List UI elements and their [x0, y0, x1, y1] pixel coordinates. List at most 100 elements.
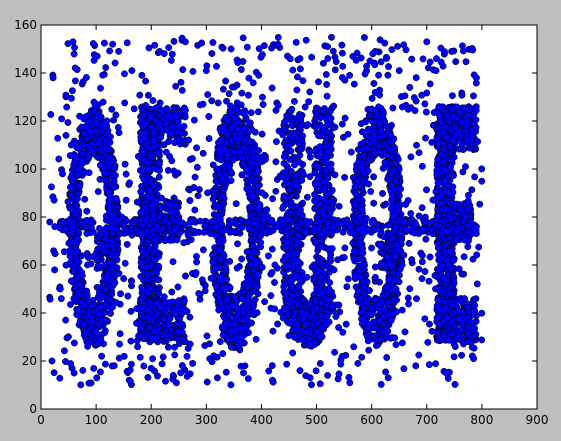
data-point	[102, 286, 110, 293]
data-point	[393, 241, 401, 249]
data-point	[221, 263, 229, 271]
data-point	[383, 253, 391, 261]
data-point	[212, 265, 220, 273]
data-point	[355, 239, 363, 247]
data-point	[158, 194, 166, 202]
data-point	[151, 242, 159, 250]
data-point	[441, 176, 449, 184]
data-point	[213, 282, 220, 290]
data-point	[83, 290, 91, 298]
data-point	[364, 125, 372, 133]
data-point	[216, 246, 224, 254]
data-point	[292, 308, 300, 316]
data-point	[447, 247, 455, 255]
data-point	[94, 262, 102, 270]
data-point	[72, 240, 80, 248]
data-point	[294, 290, 301, 298]
data-point	[84, 153, 92, 161]
data-point	[153, 148, 161, 156]
data-point	[174, 301, 182, 309]
data-point	[351, 247, 358, 255]
data-point	[365, 112, 373, 120]
data-point	[151, 236, 159, 244]
data-point	[138, 207, 146, 215]
data-point	[316, 259, 324, 267]
data-point	[76, 183, 84, 190]
data-point	[298, 145, 305, 153]
data-point	[227, 125, 235, 133]
data-point	[241, 125, 249, 133]
data-point	[166, 236, 174, 244]
data-point	[323, 321, 330, 329]
data-point	[364, 132, 372, 140]
data-point	[78, 269, 86, 276]
data-point	[472, 116, 480, 124]
data-point	[290, 314, 298, 322]
data-point	[215, 306, 223, 314]
data-point	[317, 273, 325, 281]
data-point	[381, 159, 389, 166]
data-point	[181, 107, 189, 114]
data-point	[146, 187, 154, 195]
data-point	[97, 148, 105, 156]
data-point	[102, 177, 110, 185]
data-point	[217, 256, 225, 263]
data-point	[150, 181, 158, 189]
data-point	[179, 322, 187, 330]
data-point	[98, 292, 106, 300]
data-point	[323, 312, 331, 320]
data-point	[280, 153, 288, 161]
data-point	[152, 104, 160, 112]
data-point	[141, 134, 149, 142]
data-point	[231, 114, 238, 122]
data-point	[104, 270, 111, 278]
data-point	[155, 173, 163, 181]
data-point	[457, 132, 465, 140]
data-point	[139, 303, 147, 311]
data-point	[382, 283, 390, 291]
data-point	[314, 180, 322, 188]
data-point	[256, 201, 264, 209]
data-point	[110, 183, 118, 191]
data-point	[314, 319, 322, 327]
data-point	[312, 296, 320, 304]
data-point	[223, 130, 231, 138]
data-point	[394, 207, 402, 215]
data-point	[140, 176, 148, 183]
data-point	[322, 166, 330, 174]
data-point	[397, 185, 405, 193]
data-point	[300, 296, 307, 304]
data-point	[101, 248, 108, 256]
data-point	[155, 262, 163, 270]
data-point	[446, 142, 454, 150]
data-point	[150, 211, 158, 219]
data-point	[249, 242, 257, 250]
data-point	[240, 110, 248, 118]
data-point	[152, 300, 160, 307]
data-point	[78, 150, 86, 158]
data-point	[237, 325, 245, 333]
data-point	[157, 133, 165, 141]
data-point	[152, 197, 160, 205]
data-point	[257, 239, 265, 247]
data-point	[146, 113, 154, 121]
data-point	[108, 290, 116, 298]
data-point	[321, 195, 329, 203]
data-point	[80, 301, 88, 309]
data-point	[471, 144, 479, 152]
data-point	[299, 199, 307, 207]
data-point	[323, 153, 331, 161]
data-point	[448, 156, 455, 164]
data-point	[139, 247, 146, 255]
data-point	[284, 239, 292, 247]
data-point	[253, 283, 261, 291]
data-point	[359, 152, 367, 160]
data-point	[160, 141, 168, 149]
data-point	[280, 159, 288, 167]
data-point	[224, 153, 232, 161]
data-point	[102, 261, 110, 269]
data-point	[311, 204, 319, 212]
data-point	[387, 132, 395, 139]
data-point	[67, 277, 75, 285]
